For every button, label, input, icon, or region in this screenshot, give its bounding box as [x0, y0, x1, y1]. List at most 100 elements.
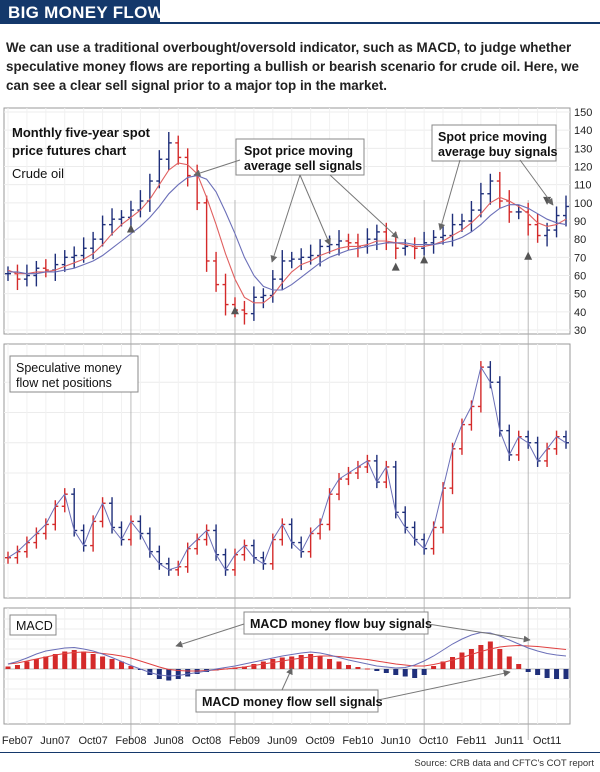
macd-histogram-bar: [270, 659, 276, 669]
macd-panel: [4, 631, 570, 681]
x-tick-label: Oct09: [305, 735, 334, 747]
macd-histogram-bar: [563, 669, 569, 679]
macd-histogram-bar: [383, 669, 389, 673]
macd-histogram-bar: [24, 661, 30, 669]
macd-histogram-bar: [260, 661, 266, 669]
price-y-tick-label: 80: [574, 234, 586, 246]
svg-text:MACD money flow buy signals: MACD money flow buy signals: [250, 617, 432, 631]
x-tick-label: Feb07: [2, 735, 33, 747]
macd-histogram-bar: [317, 656, 323, 669]
macd-histogram-bar: [468, 649, 474, 669]
macd-histogram-bar: [251, 664, 257, 669]
buy-signal-arrow: [230, 306, 239, 315]
price-chart-subtitle: Crude oil: [12, 166, 64, 181]
moving-average-blue: [8, 175, 567, 291]
flow-line: [7, 365, 567, 571]
price-y-tick-label: 120: [574, 162, 592, 174]
macd-title-box: [9, 614, 57, 636]
macd-histogram-bar: [327, 659, 333, 669]
macd-histogram-bar: [241, 666, 247, 669]
macd-histogram-bar: [421, 669, 427, 675]
macd-line-blue: [7, 631, 567, 677]
macd-histogram-bar: [43, 656, 49, 669]
macd-buy-annotation: MACD money flow buy signals: [243, 611, 432, 635]
macd-histogram-bar: [279, 657, 285, 669]
page-title: BIG MONEY FLOWS: [8, 3, 176, 22]
annotation-arrows: [175, 159, 554, 701]
macd-histogram-bar: [450, 657, 456, 669]
annotation-arrow: [519, 159, 554, 206]
macd-histogram-bar: [506, 656, 512, 669]
macd-histogram-bar: [516, 664, 522, 669]
annotation-arrow: [193, 159, 241, 177]
x-tick-label: Oct11: [533, 735, 562, 747]
x-tick-label: Jun11: [495, 735, 524, 747]
price-y-tick-label: 90: [574, 216, 586, 228]
price-y-tick-label: 70: [574, 252, 586, 264]
x-tick-label: Jun08: [154, 735, 184, 747]
macd-histogram-bar: [175, 669, 181, 679]
x-tick-label: Feb11: [456, 735, 486, 747]
annotation-arrow: [377, 669, 511, 701]
price-y-tick-label: 50: [574, 289, 586, 301]
price-y-tick-label: 60: [574, 271, 586, 283]
x-tick-label: Jun10: [381, 735, 411, 747]
sell-signal-arrow: [391, 262, 400, 271]
macd-histogram-bar: [81, 651, 87, 669]
macd-histogram-bar: [308, 654, 314, 669]
x-tick-label: Oct10: [419, 735, 448, 747]
annotation-arrow: [299, 174, 331, 246]
macd-histogram-bar: [100, 656, 106, 669]
source-note: Source: CRB data and CFTC's COT report: [414, 758, 594, 769]
buy-signal-annotation: Spot price moving average buy signals: [431, 124, 558, 162]
price-y-tick-label: 100: [574, 198, 592, 210]
macd-histogram-bar: [440, 661, 446, 669]
price-y-tick-label: 140: [574, 125, 592, 137]
annotation-arrow: [438, 159, 461, 231]
macd-histogram-bar: [402, 669, 408, 677]
macd-histogram-bar: [345, 665, 351, 669]
y-axis-ticks: 30 40 50 60 70 80 90 100 110 120 130 140 150: [574, 107, 592, 337]
x-tick-label: Jun07: [40, 735, 70, 747]
signal-guide-lines: [130, 200, 529, 740]
macd-histogram-bar: [459, 652, 465, 669]
macd-histogram-bar: [535, 669, 541, 675]
macd-histogram-bar: [393, 669, 399, 675]
macd-histogram-bar: [52, 654, 58, 669]
annotation-arrow: [175, 623, 245, 648]
macd-histogram-bar: [90, 654, 96, 669]
annotation-arrow: [329, 174, 399, 239]
macd-histogram-bar: [497, 649, 503, 669]
macd-histogram-bar: [487, 641, 493, 669]
macd-histogram-bar: [156, 669, 162, 679]
sell-signal-annotation: Spot price moving average sell signals: [235, 138, 365, 176]
title-bar: BIG MONEY FLOWS: [0, 0, 600, 30]
x-tick-label: Oct08: [192, 735, 221, 747]
annotation-arrow: [281, 667, 293, 691]
macd-histogram-bar: [128, 666, 134, 669]
annotation-arrow: [270, 174, 301, 263]
macd-histogram-bar: [5, 666, 11, 669]
price-title-line2: price futures chart: [12, 143, 127, 158]
price-title-line1: Monthly five-year spot: [12, 125, 151, 140]
flow-chart-title: Speculative money flow net positions: [16, 361, 125, 390]
macd-histogram-bar: [185, 669, 191, 677]
macd-histogram-bar: [355, 667, 361, 669]
price-y-tick-label: 110: [574, 180, 592, 192]
svg-text:MACD money flow sell signals: MACD money flow sell signals: [202, 695, 383, 709]
annotation-arrow: [427, 623, 531, 643]
x-axis-ticks: Feb07 Jun07 Oct07 Feb08 Jun08 Oct08 Feb09 Jun09…: [2, 735, 561, 747]
price-y-tick-label: 150: [574, 107, 592, 119]
flow-title-box: [9, 355, 139, 393]
macd-sell-annotation: MACD money flow sell signals: [195, 689, 383, 713]
sell-signal-arrow: [524, 251, 533, 260]
macd-histogram-bar: [364, 668, 370, 670]
x-tick-label: Oct07: [78, 735, 107, 747]
x-tick-label: Feb10: [342, 735, 373, 747]
macd-histogram-bar: [544, 669, 550, 678]
macd-histogram-bar: [431, 666, 437, 669]
intro-paragraph: We can use a traditional overbought/over…: [6, 40, 579, 93]
